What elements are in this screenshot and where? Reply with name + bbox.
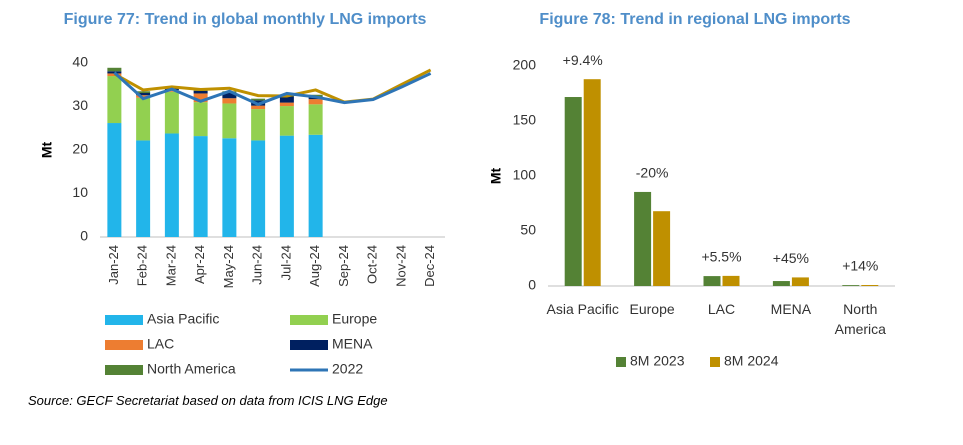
bar-segment bbox=[164, 133, 179, 237]
legend-label: Asia Pacific bbox=[147, 311, 219, 327]
y-axis-label: Mt bbox=[39, 142, 55, 159]
bar-segment bbox=[136, 95, 151, 98]
bar bbox=[842, 285, 860, 286]
bar-segment bbox=[251, 109, 266, 141]
y-tick-label: 50 bbox=[520, 222, 536, 238]
legend-label: Europe bbox=[332, 311, 377, 327]
bar-segment bbox=[222, 93, 237, 99]
x-tick-label: Jun-24 bbox=[250, 245, 265, 285]
bar bbox=[564, 97, 582, 287]
x-tick-label: Jan-24 bbox=[106, 245, 121, 285]
bar-segment bbox=[193, 136, 208, 237]
bar-segment bbox=[251, 105, 266, 110]
bar bbox=[861, 285, 879, 286]
legend-label: MENA bbox=[332, 336, 373, 352]
bar-segment bbox=[222, 98, 237, 104]
source-note: Source: GECF Secretariat based on data f… bbox=[28, 393, 388, 408]
x-tick-label: Feb-24 bbox=[135, 245, 150, 286]
bar-segment bbox=[279, 96, 294, 103]
legend-swatch bbox=[105, 315, 143, 325]
bar-segment bbox=[222, 138, 237, 237]
x-tick-label: Dec-24 bbox=[422, 245, 437, 287]
bar-segment bbox=[136, 91, 151, 94]
y-tick-label: 0 bbox=[528, 277, 536, 293]
y-tick-label: 10 bbox=[72, 184, 88, 200]
bar-segment bbox=[136, 97, 151, 141]
bar-segment bbox=[107, 123, 122, 237]
bar bbox=[653, 211, 671, 286]
bar-segment bbox=[193, 102, 208, 137]
legend-label: 2022 bbox=[332, 361, 363, 377]
y-tick-label: 100 bbox=[513, 167, 537, 183]
x-tick-label: Nov-24 bbox=[393, 245, 408, 287]
y-tick-label: 30 bbox=[72, 97, 88, 113]
x-tick-label: Apr-24 bbox=[192, 245, 207, 284]
chart-title: Figure 77: Trend in global monthly LNG i… bbox=[64, 11, 427, 28]
x-tick-label: Sep-24 bbox=[336, 245, 351, 287]
annotation: +9.4% bbox=[563, 52, 603, 68]
bar-segment bbox=[251, 140, 266, 237]
annotation: +45% bbox=[773, 250, 809, 266]
legend-label: North America bbox=[147, 361, 236, 377]
bar-segment bbox=[251, 98, 266, 101]
chart-title: Figure 78: Trend in regional LNG imports bbox=[539, 11, 850, 28]
bar-segment bbox=[222, 103, 237, 139]
y-axis-label: Mt bbox=[488, 168, 504, 185]
legend-swatch bbox=[105, 365, 143, 375]
legend-swatch bbox=[105, 340, 143, 350]
y-tick-label: 200 bbox=[513, 57, 537, 73]
bar bbox=[634, 191, 652, 286]
x-tick-label: Asia Pacific bbox=[546, 301, 619, 317]
bar-segment bbox=[136, 140, 151, 237]
y-tick-label: 40 bbox=[72, 54, 88, 70]
bar-segment bbox=[279, 106, 294, 136]
legend-swatch bbox=[290, 340, 328, 350]
bar bbox=[583, 79, 601, 286]
bar-segment bbox=[308, 99, 323, 105]
x-tick-label: Oct-24 bbox=[365, 245, 380, 284]
bar-segment bbox=[308, 134, 323, 237]
bar-segment bbox=[279, 135, 294, 237]
x-tick-label: North America bbox=[834, 301, 886, 337]
x-tick-label: LAC bbox=[707, 301, 736, 317]
bar-segment bbox=[107, 76, 122, 124]
x-tick-label: Europe bbox=[629, 301, 675, 317]
bar-segment bbox=[164, 89, 179, 92]
legend-label: 8M 2024 bbox=[724, 353, 779, 369]
annotation: +14% bbox=[842, 258, 878, 274]
annotation: -20% bbox=[636, 165, 669, 181]
bar bbox=[772, 281, 790, 286]
x-tick-label: May-24 bbox=[221, 245, 236, 288]
legend-label: 8M 2023 bbox=[630, 353, 685, 369]
y-tick-label: 150 bbox=[513, 112, 537, 128]
x-tick-label: Aug-24 bbox=[307, 245, 322, 287]
bar bbox=[791, 277, 809, 286]
x-tick-label: Jul-24 bbox=[278, 245, 293, 280]
legend-swatch bbox=[710, 357, 720, 367]
x-tick-label: Mar-24 bbox=[163, 245, 178, 286]
y-tick-label: 0 bbox=[80, 228, 88, 244]
bar-segment bbox=[279, 102, 294, 107]
legend-label: LAC bbox=[147, 336, 174, 352]
bar-segment bbox=[107, 71, 122, 74]
bar bbox=[703, 276, 721, 286]
line-series bbox=[113, 71, 432, 106]
bar-segment bbox=[107, 67, 122, 72]
x-tick-label: MENA bbox=[770, 301, 812, 317]
bar bbox=[722, 275, 740, 286]
legend-swatch bbox=[290, 315, 328, 325]
legend-swatch bbox=[616, 357, 626, 367]
bar-segment bbox=[164, 91, 179, 134]
annotation: +5.5% bbox=[701, 249, 741, 265]
bar-segment bbox=[136, 93, 151, 96]
y-tick-label: 20 bbox=[72, 141, 88, 157]
bar-segment bbox=[193, 93, 208, 103]
bar-segment bbox=[308, 104, 323, 135]
bar-segment bbox=[193, 90, 208, 94]
